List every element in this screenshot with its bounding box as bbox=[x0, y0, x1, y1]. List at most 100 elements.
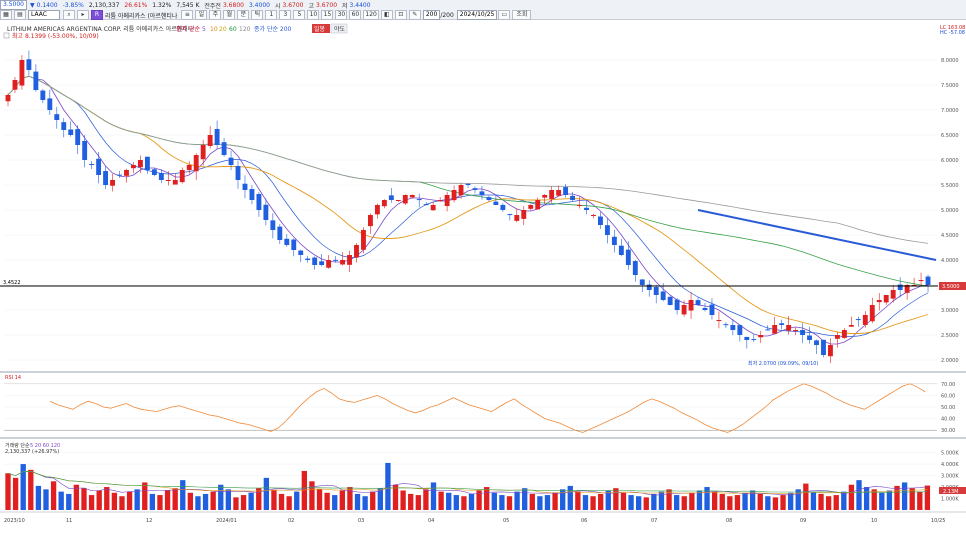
time-tick-label: 10 bbox=[871, 518, 877, 524]
volume-bar bbox=[537, 496, 543, 510]
candle-body bbox=[200, 145, 206, 160]
stock-icon[interactable]: R bbox=[91, 10, 103, 20]
rsi-pane[interactable] bbox=[4, 383, 937, 433]
candle-body bbox=[221, 142, 227, 155]
settings-icon[interactable]: ▦ bbox=[0, 10, 12, 20]
calendar-icon[interactable]: ▭ bbox=[498, 10, 511, 20]
candle-body bbox=[814, 340, 819, 345]
pin-icon[interactable]: ⊡ bbox=[394, 10, 407, 20]
time-tick-label: 11 bbox=[66, 518, 72, 524]
candle-body bbox=[416, 199, 422, 201]
candle-body bbox=[131, 165, 136, 169]
volume-bar bbox=[104, 487, 110, 510]
option-label: 야도 bbox=[334, 25, 346, 33]
candle-body bbox=[312, 257, 318, 265]
candle-body bbox=[723, 324, 729, 326]
period-day-button[interactable]: 일 bbox=[195, 10, 208, 20]
chart-type-icon[interactable]: ◧ bbox=[380, 10, 393, 20]
chart-area[interactable]: LITHIUM AMERICAS ARGENTINA CORP. 리튬 아메리카… bbox=[0, 20, 966, 530]
volume-bar bbox=[35, 485, 42, 510]
candle-body bbox=[542, 195, 548, 198]
date-input[interactable]: 2024/10/25 bbox=[456, 10, 498, 20]
candle-body bbox=[800, 330, 806, 335]
candle-body bbox=[779, 323, 785, 325]
search-icon[interactable]: ⌕ bbox=[63, 10, 75, 20]
candle-body bbox=[604, 225, 610, 235]
top-right-value-2: HC -57.08 bbox=[940, 30, 965, 36]
period-120-button[interactable]: 120 bbox=[363, 10, 379, 20]
candle-body bbox=[5, 95, 11, 102]
compare-icon[interactable]: ▸ bbox=[77, 10, 89, 20]
query-button[interactable]: 조회 bbox=[512, 10, 532, 20]
period-week-button[interactable]: 주 bbox=[209, 10, 222, 20]
volume-ratio: 26.61% bbox=[124, 1, 148, 9]
ma-legend-5: 5 bbox=[202, 26, 206, 33]
period-10-button[interactable]: 10 bbox=[307, 10, 320, 20]
candle-body bbox=[744, 336, 750, 340]
collapse-icon[interactable] bbox=[3, 32, 10, 39]
count-input[interactable]: 200 bbox=[422, 10, 441, 20]
volume-bar bbox=[491, 492, 497, 510]
period-month-button[interactable]: 월 bbox=[223, 10, 236, 20]
period-tick-button[interactable]: 틱 bbox=[251, 10, 264, 20]
candle-body bbox=[144, 156, 150, 170]
period-minute-button[interactable]: 분 bbox=[237, 10, 250, 20]
candle-body bbox=[465, 183, 471, 185]
candle-body bbox=[695, 300, 701, 305]
range-total: 200 bbox=[442, 11, 454, 19]
time-tick-label: 2023/10 bbox=[4, 518, 25, 524]
draw-icon[interactable]: ✎ bbox=[408, 10, 421, 20]
open-label: 시 bbox=[274, 2, 281, 10]
volume-bar bbox=[309, 481, 315, 510]
prev-label: 전주전 bbox=[204, 2, 221, 10]
option-button[interactable] bbox=[330, 23, 348, 34]
volume-bar bbox=[316, 489, 323, 510]
volume-bar bbox=[552, 492, 558, 510]
volume-bar bbox=[210, 491, 216, 510]
volume-bar bbox=[453, 495, 459, 510]
volume-bar bbox=[354, 493, 361, 510]
volume-bar bbox=[598, 493, 604, 510]
price-axis: 8.0000 7.5000 7.0000 6.5000 6.0000 5.5000 5.00… bbox=[941, 58, 959, 364]
candle-body bbox=[688, 300, 694, 311]
volume-bar bbox=[202, 493, 209, 510]
candle-body bbox=[186, 165, 192, 171]
volume-bar bbox=[620, 492, 627, 510]
volume-pane[interactable] bbox=[5, 462, 931, 510]
volume-bar bbox=[780, 495, 786, 510]
candle-body bbox=[402, 195, 408, 204]
candle-body bbox=[158, 172, 164, 180]
candle-body bbox=[256, 193, 262, 210]
volume-bar bbox=[149, 493, 156, 510]
volume-bar bbox=[362, 496, 368, 510]
period-menu-icon[interactable]: ≡ bbox=[181, 10, 194, 20]
volume-bar bbox=[499, 495, 505, 510]
time-tick-label: 07 bbox=[651, 518, 657, 524]
stock-chart[interactable]: LITHIUM AMERICAS ARGENTINA CORP. 리튬 아메리카… bbox=[0, 20, 966, 530]
volume-bar bbox=[567, 485, 573, 510]
candle-body bbox=[709, 304, 715, 315]
candle-body bbox=[549, 190, 555, 199]
candle-body bbox=[841, 330, 847, 338]
candle-body bbox=[632, 261, 638, 275]
candle-mode-button[interactable] bbox=[312, 24, 330, 33]
period-15-button[interactable]: 15 bbox=[321, 10, 334, 20]
price-field[interactable]: 3.5000 bbox=[0, 0, 27, 10]
grid-icon[interactable]: ▤ bbox=[14, 10, 26, 20]
candle-body bbox=[883, 295, 889, 303]
candlesticks[interactable] bbox=[5, 50, 931, 364]
period-3-button[interactable]: 3 bbox=[279, 10, 292, 20]
candle-body bbox=[242, 183, 248, 190]
volume-bar bbox=[924, 485, 931, 510]
period-60-button[interactable]: 60 bbox=[349, 10, 362, 20]
volume-bar bbox=[88, 495, 95, 510]
volume-bar bbox=[301, 470, 307, 510]
candle-body bbox=[110, 180, 115, 186]
price-tick-label: 2.0000 bbox=[941, 358, 959, 364]
symbol-input[interactable]: LAAC bbox=[28, 10, 60, 20]
volume-bar bbox=[856, 480, 862, 510]
time-tick-label: 12 bbox=[146, 518, 152, 524]
period-30-button[interactable]: 30 bbox=[335, 10, 348, 20]
period-5-button[interactable]: 5 bbox=[293, 10, 306, 20]
period-1-button[interactable]: 1 bbox=[265, 10, 278, 20]
